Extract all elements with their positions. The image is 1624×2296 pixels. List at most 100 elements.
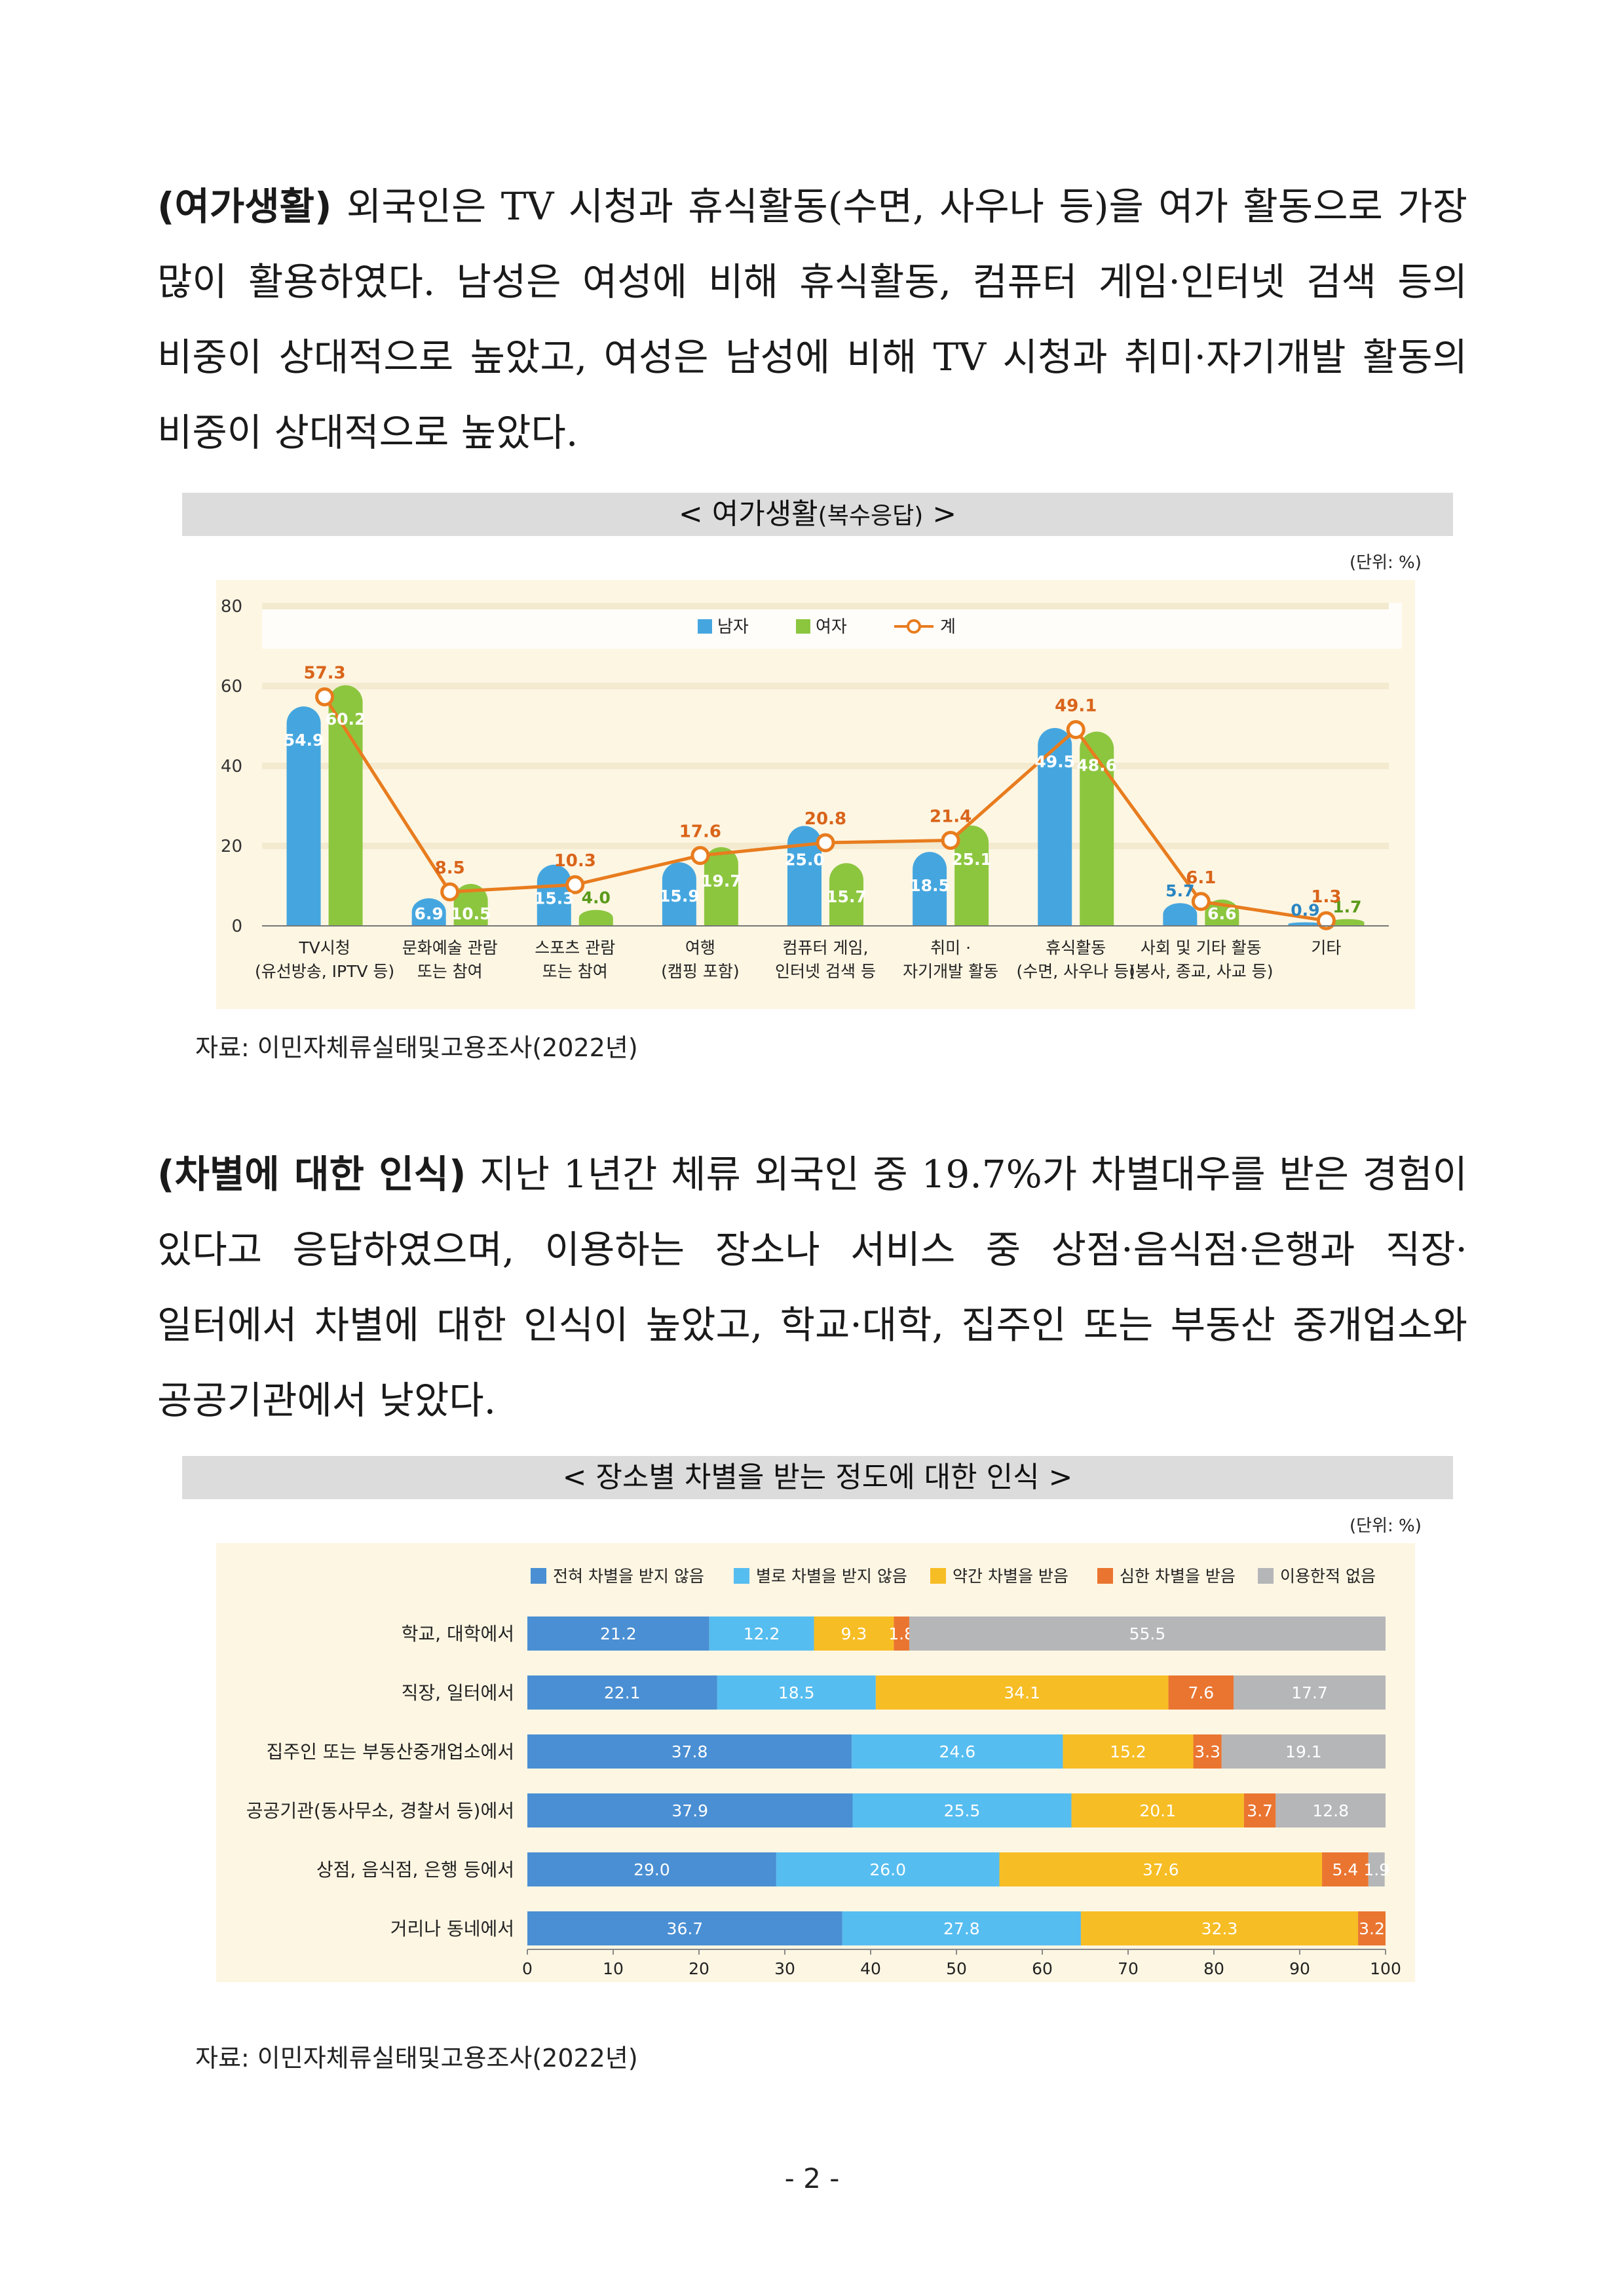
chart2-segment-label-1-1: 18.5 [778,1683,815,1702]
chart2-segment-label-2-1: 24.6 [939,1742,975,1761]
page-number: - 2 - [784,2162,840,2194]
chart1-xtick-sublabel-2: 또는 참여 [542,962,608,981]
chart2-segment-0-2 [814,1617,894,1651]
chart2-segment-label-2-0: 37.8 [671,1742,708,1761]
chart1-bar-male-3 [662,862,696,926]
chart1-xtick-label-1: 문화예술 관람 [402,938,498,957]
chart1-xtick-sublabel-1: 또는 참여 [417,962,483,981]
chart1-bar-male-8 [1288,922,1323,926]
chart2-xtick-label-0: 0 [522,1959,533,1978]
chart2-legend-swatch-0 [531,1568,546,1584]
chart2-segment-4-0 [527,1852,776,1886]
chart1-label-female-7: 6.6 [1207,904,1236,923]
chart1-bar-female-6 [1080,731,1114,926]
chart2-segment-1-4 [1234,1675,1386,1710]
chart1-xtick-label-6: 휴식활동 [1046,938,1106,957]
chart2-segment-label-2-3: 3.3 [1194,1742,1220,1761]
chart1-total-point-8 [1316,911,1336,930]
chart2-segment-4-2 [999,1852,1323,1886]
chart1-label-male-3: 15.9 [659,887,700,906]
chart2-segment-label-0-4: 55.5 [1129,1624,1166,1643]
chart1-bar-female-5 [954,825,989,926]
chart1-xtick-sublabel-7: (봉사, 종교, 사교 등) [1129,962,1273,981]
chart2-segment-label-0-1: 12.2 [744,1624,780,1643]
chart1-xtick-sublabel-5: 자기개발 활동 [903,962,998,981]
chart1-xtick-label-3: 여행 [685,938,715,957]
chart1-label-male-0: 54.9 [284,731,324,750]
chart2-segment-5-1 [842,1911,1081,1945]
chart1-ytick-label: 80 [221,597,242,617]
chart1-background [216,580,1415,1009]
chart2-segment-0-0 [527,1617,709,1651]
chart2-segment-label-5-2: 32.3 [1201,1919,1238,1938]
chart2-segment-label-3-4: 12.8 [1312,1801,1349,1820]
chart1-xtick-sublabel-4: 인터넷 검색 등 [775,962,876,981]
chart1-title-sub: (복수응답) [818,503,924,529]
chart1-total-label-8: 1.3 [1311,887,1341,907]
chart2-segment-0-1 [709,1617,814,1651]
chart1-total-label-3: 17.6 [679,822,721,842]
chart2-xtick-label-9: 90 [1289,1959,1310,1978]
chart1-label-male-2: 15.3 [534,889,575,908]
chart2-segment-1-2 [875,1675,1169,1710]
chart1-total-label-1: 8.5 [435,858,465,878]
chart2-segment-label-1-4: 17.7 [1291,1683,1328,1702]
chart1-label-female-4: 15.7 [826,887,867,906]
chart2-segment-2-2 [1063,1734,1194,1769]
chart2-xtick-label-7: 70 [1118,1959,1139,1978]
chart2-legend-label-3: 심한 차별을 받음 [1120,1567,1236,1586]
chart1-label-male-8: 0.9 [1291,901,1319,920]
chart2-segment-4-3 [1322,1852,1369,1886]
chart2-segment-3-4 [1275,1793,1386,1827]
chart2-xtick-label-5: 50 [946,1959,967,1978]
chart2-category-label-3: 공공기관(동사무소, 경찰서 등)에서 [246,1800,514,1822]
chart1-unit: (단위: %) [1350,553,1422,573]
chart1-total-point-5 [941,830,960,850]
chart1-ytick-label: 0 [231,917,242,936]
chart1-xtick-sublabel-3: (캠핑 포함) [661,962,739,981]
chart2-category-label-1: 직장, 일터에서 [402,1682,514,1704]
chart2-segment-label-0-0: 21.2 [600,1624,637,1643]
chart2-segment-3-0 [527,1793,853,1827]
chart1-xtick-label-0: TV시청 [298,938,350,957]
chart2-segment-0-4 [909,1617,1386,1651]
chart1-total-label-0: 57.3 [303,663,345,683]
chart1-bar-female-4 [829,863,863,926]
chart2-legend-swatch-4 [1258,1568,1274,1584]
chart2-unit: (단위: %) [1350,1516,1422,1536]
chart1-ytick-label: 20 [221,837,242,856]
chart2-segment-3-3 [1243,1793,1276,1827]
chart2-category-label-0: 학교, 대학에서 [402,1623,514,1645]
chart2-xtick-label-10: 100 [1370,1959,1401,1978]
chart1-xtick-label-7: 사회 및 기타 활동 [1141,938,1262,957]
paragraph-discrimination: (차별에 대한 인식) 지난 1년간 체류 외국인 중 19.7%가 차별대우를… [157,1137,1467,1438]
chart1-total-point-2 [565,875,585,894]
chart1-total-point-1 [440,882,460,902]
chart1-xtick-label-4: 컴퓨터 게임, [783,938,869,957]
chart1-xtick-sublabel-0: (유선방송, IPTV 등) [255,962,394,981]
chart2-segment-2-3 [1193,1734,1222,1769]
chart2-segment-0-3 [894,1617,909,1651]
chart1-total-point-6 [1066,719,1086,739]
chart2-segment-3-2 [1071,1793,1244,1827]
chart2-segment-label-4-3: 5.4 [1332,1860,1359,1879]
chart2-segment-2-0 [527,1734,852,1769]
chart2-segment-label-2-4: 19.1 [1285,1742,1322,1761]
chart1-ytick-label: 60 [221,677,242,697]
chart1-bar-female-8 [1330,919,1365,926]
chart1-total-label-2: 10.3 [554,851,596,871]
chart2-xtick-label-6: 60 [1032,1959,1053,1978]
chart1-bar-female-1 [453,883,488,926]
chart2-segment-label-4-1: 26.0 [869,1860,906,1879]
chart1-label-female-3: 19.7 [701,871,742,890]
chart1-bar-male-4 [787,826,821,926]
chart2-segment-1-0 [527,1675,717,1710]
chart1-xtick-label-5: 취미 · [930,938,971,957]
chart2-segment-2-1 [852,1734,1063,1769]
chart1-bar-male-2 [537,864,571,926]
paragraph-leisure: (여가생활) 외국인은 TV 시청과 휴식활동(수면, 사우나 등)을 여가 활… [157,169,1467,470]
chart1-total-point-3 [690,846,710,866]
chart2-segment-label-3-0: 37.9 [671,1801,708,1820]
paragraph-discrimination-lead: (차별에 대한 인식) [157,1152,466,1196]
chart1-xtick-sublabel-6: (수면, 사우나 등) [1017,962,1135,981]
